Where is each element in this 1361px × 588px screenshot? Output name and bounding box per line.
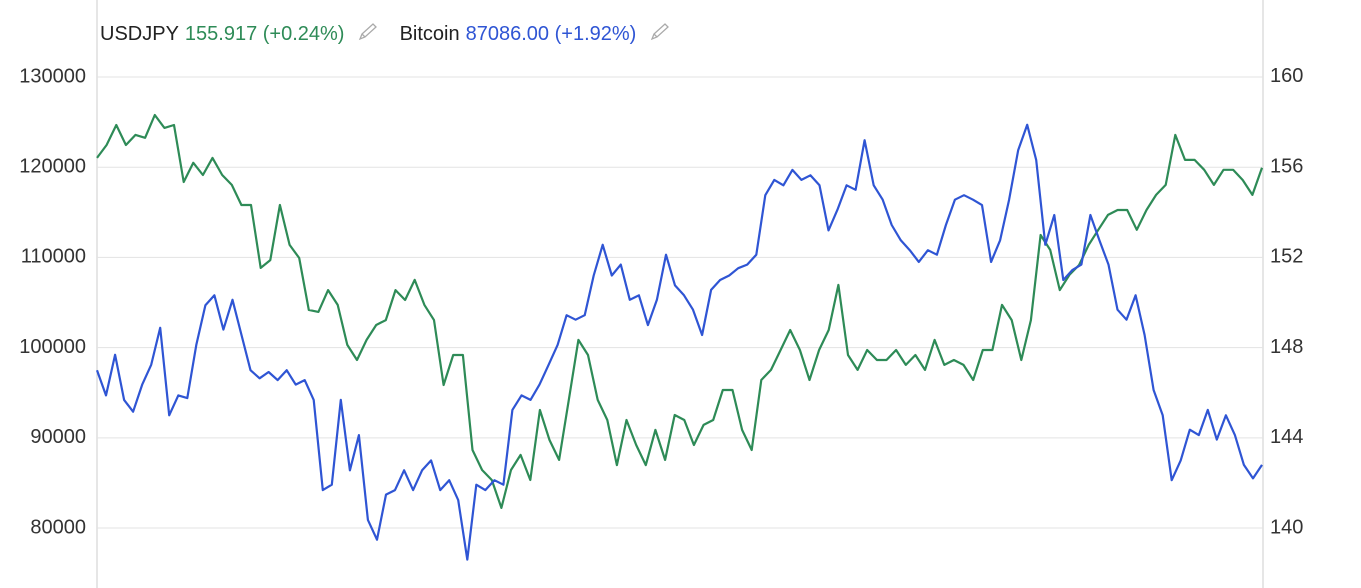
y2-tick-label: 152 <box>1270 246 1303 268</box>
y2-tick-label: 156 <box>1270 155 1303 177</box>
legend-quote: 87086.00 (+1.92%) <box>465 23 637 45</box>
y2-tick-label: 148 <box>1270 336 1303 358</box>
y-tick-label: 110000 <box>21 246 86 268</box>
y-tick-label: 90000 <box>30 426 86 448</box>
legend-name: USDJPY <box>100 23 179 45</box>
line-series <box>95 123 1263 561</box>
edit-icon[interactable] <box>356 22 380 42</box>
y-tick-label: 130000 <box>19 65 86 87</box>
legend-name: Bitcoin <box>399 23 460 45</box>
y2-tick-label: 144 <box>1270 426 1303 448</box>
legend: USDJPY 155.917 (+0.24%) Bitcoin 87086.00 (… <box>100 22 686 46</box>
legend-quote: 155.917 (+0.24%) <box>184 23 345 45</box>
line-series <box>96 113 1264 509</box>
edit-icon[interactable] <box>648 22 672 42</box>
y2-tick-label: 140 <box>1270 516 1303 538</box>
y2-tick-label: 160 <box>1270 65 1303 87</box>
y-tick-label: 80000 <box>30 516 86 538</box>
y-tick-label: 120000 <box>19 156 86 178</box>
y-tick-label: 100000 <box>19 336 86 358</box>
